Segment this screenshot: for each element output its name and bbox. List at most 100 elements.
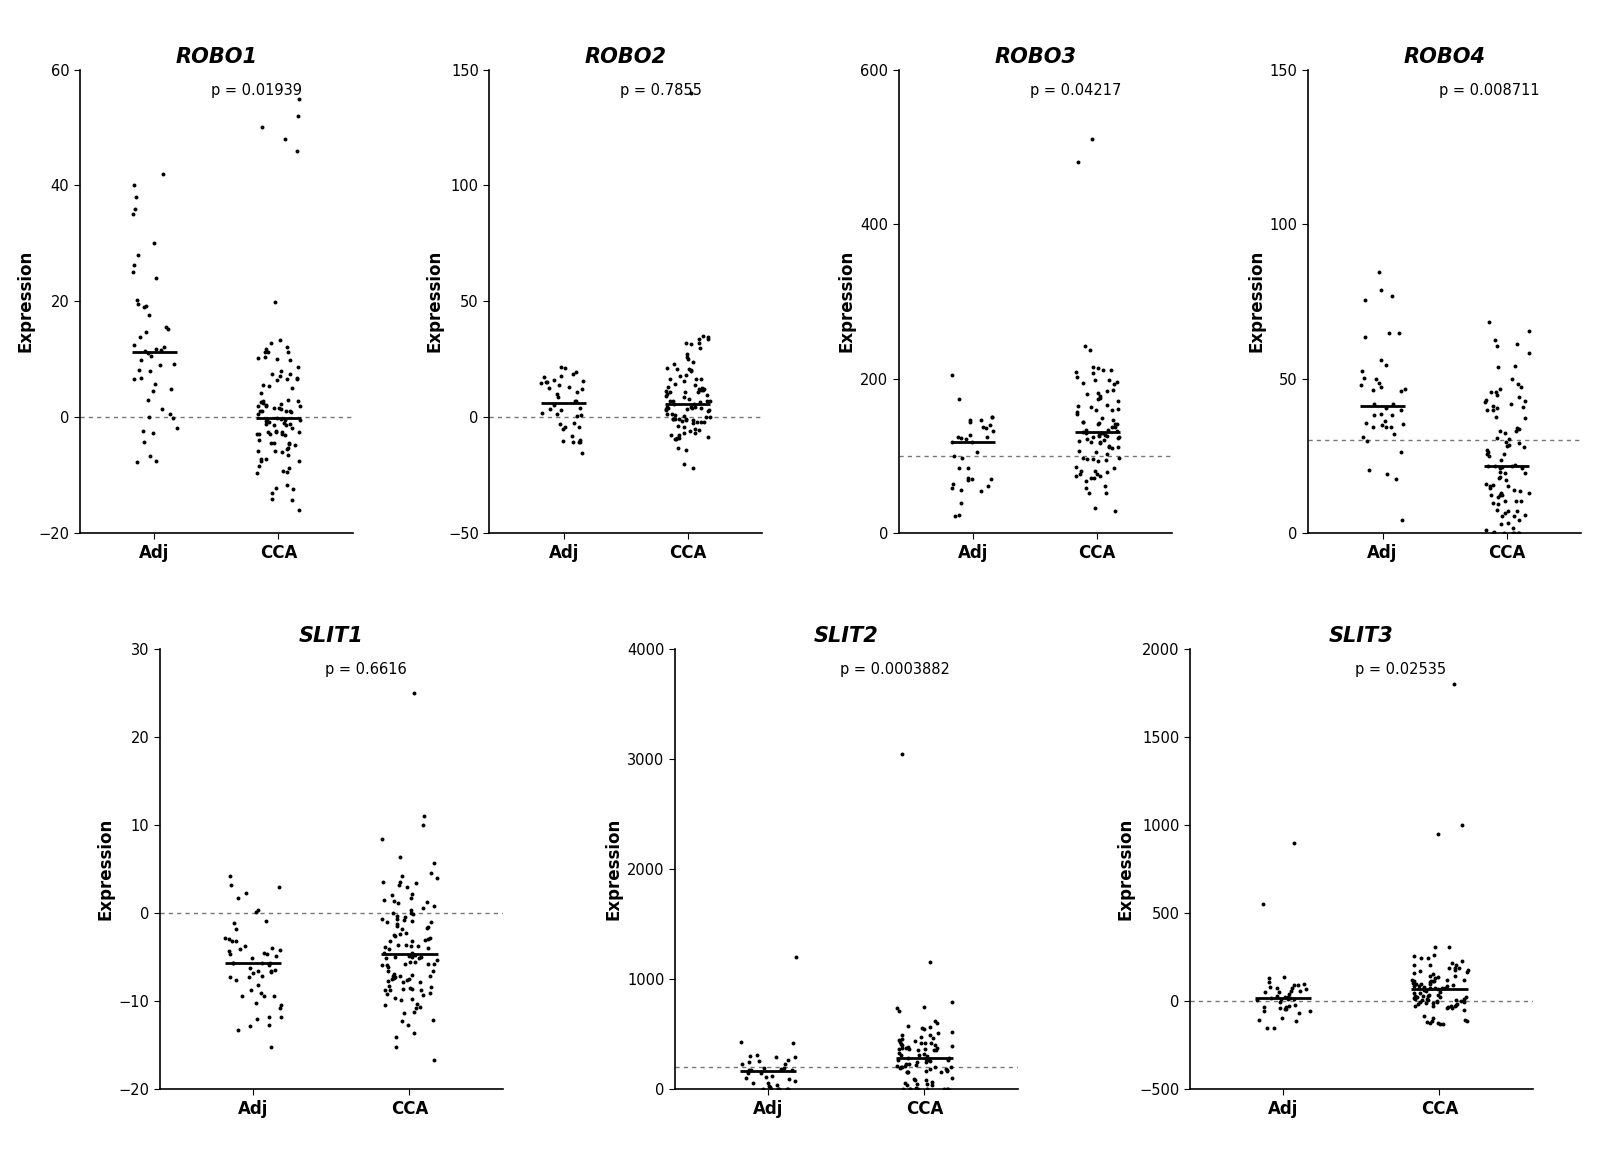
Point	[685, 382, 711, 401]
Point	[259, 334, 284, 352]
Point	[286, 501, 311, 519]
Point	[123, 199, 149, 218]
Point	[1351, 428, 1377, 446]
Point	[1477, 313, 1503, 331]
Point	[939, 1036, 965, 1055]
Point	[730, 1055, 755, 1073]
Point	[907, 1045, 933, 1064]
Point	[1512, 392, 1538, 410]
Point	[1498, 394, 1524, 413]
Point	[264, 421, 289, 439]
Point	[264, 423, 289, 442]
Point	[1488, 451, 1514, 469]
Point	[684, 370, 709, 388]
Point	[890, 1029, 915, 1048]
Point	[1413, 994, 1439, 1013]
Point	[254, 409, 279, 428]
Point	[653, 381, 679, 400]
Point	[273, 130, 299, 148]
Title: ROBO4: ROBO4	[1404, 46, 1485, 66]
Point	[1257, 969, 1282, 987]
Point	[252, 348, 278, 366]
Point	[655, 378, 680, 396]
Point	[375, 961, 401, 979]
Point	[220, 913, 246, 932]
Point	[246, 457, 271, 475]
Point	[949, 481, 974, 500]
Point	[974, 418, 1000, 437]
Point	[1492, 491, 1517, 510]
Point	[144, 452, 169, 471]
Point	[270, 425, 295, 444]
Point	[383, 906, 409, 925]
Point	[537, 400, 562, 418]
Point	[561, 365, 586, 384]
Point	[394, 877, 420, 896]
Point	[660, 404, 685, 423]
Point	[1407, 983, 1433, 1001]
Point	[556, 378, 581, 396]
Point	[888, 1034, 913, 1052]
Point	[131, 433, 157, 452]
Point	[1080, 357, 1105, 376]
Point	[264, 408, 289, 427]
Point	[402, 998, 428, 1016]
Point	[687, 421, 712, 439]
Point	[1415, 991, 1440, 1009]
Point	[698, 392, 723, 410]
Point	[1076, 483, 1102, 502]
Point	[268, 997, 294, 1015]
Point	[949, 450, 974, 468]
Point	[1389, 382, 1415, 401]
Point	[1488, 380, 1514, 399]
Point	[653, 387, 679, 406]
Point	[1281, 833, 1306, 852]
Point	[1086, 425, 1112, 444]
Point	[257, 424, 283, 443]
Point	[1075, 450, 1100, 468]
Point	[677, 421, 703, 439]
Point	[1351, 369, 1377, 387]
Point	[1493, 471, 1519, 489]
Point	[1448, 992, 1474, 1011]
Point	[564, 407, 589, 425]
Point	[375, 912, 401, 931]
Point	[925, 1023, 950, 1042]
Point	[945, 459, 971, 478]
Point	[1092, 476, 1118, 495]
Point	[1425, 985, 1450, 1004]
Point	[674, 344, 699, 363]
Point	[1380, 394, 1405, 413]
Point	[1501, 481, 1527, 500]
Point	[923, 1041, 949, 1059]
Point	[1407, 962, 1433, 981]
Point	[1504, 335, 1530, 353]
Point	[393, 936, 418, 955]
Point	[918, 1072, 944, 1091]
Point	[656, 399, 682, 417]
Point	[1420, 971, 1445, 990]
Point	[216, 930, 241, 948]
Point	[125, 290, 150, 308]
Point	[679, 398, 704, 416]
Point	[238, 958, 264, 977]
Point	[284, 370, 310, 388]
Point	[684, 413, 709, 431]
Point	[532, 367, 557, 386]
Point	[936, 1049, 961, 1067]
Point	[969, 418, 995, 437]
Point	[1492, 504, 1517, 523]
Point	[1279, 979, 1305, 998]
Point	[1276, 985, 1302, 1004]
Point	[1429, 1014, 1455, 1033]
Point	[1389, 511, 1415, 530]
Y-axis label: Expression: Expression	[426, 250, 444, 352]
Point	[399, 965, 425, 984]
Point	[1485, 386, 1511, 404]
Point	[957, 410, 982, 429]
Point	[257, 377, 283, 395]
Point	[1428, 987, 1453, 1006]
Point	[1426, 979, 1452, 998]
Point	[1508, 481, 1533, 500]
Point	[1078, 433, 1104, 452]
